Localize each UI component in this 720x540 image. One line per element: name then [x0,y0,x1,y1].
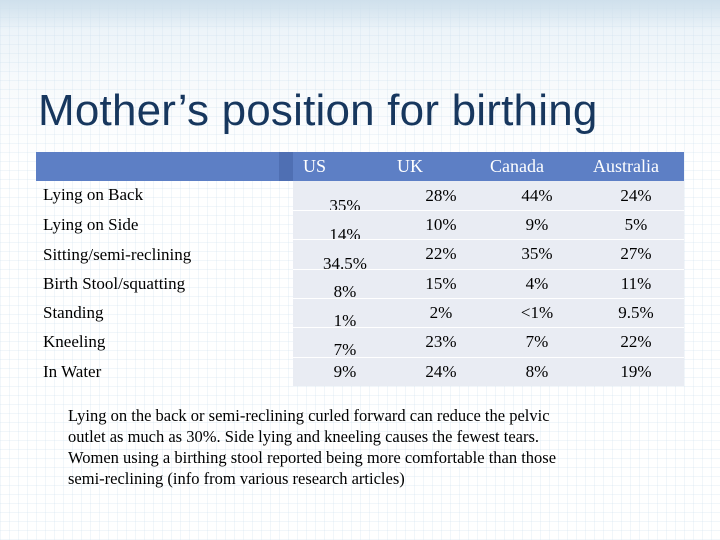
column-header-canada: Canada [490,156,544,176]
table-header-divider [279,152,293,181]
note-line: outlet as much as 30%. Side lying and kn… [68,427,540,446]
row-label: Sitting/semi-reclining [43,245,192,264]
table-cell: 10% [425,215,457,234]
note-line: Lying on the back or semi-reclining curl… [68,406,550,425]
note-line: semi-reclining (info from various resear… [68,469,405,488]
table-cell: <1% [520,303,554,322]
table-cell: 28% [425,186,457,205]
table-cell: 4% [525,274,549,293]
table-cell: 9% [333,362,357,381]
table-data-area [293,181,684,386]
table-cell: 35% [521,244,553,263]
table-cell: 8% [333,282,357,301]
row-label: Standing [43,303,104,322]
table-cell: 22% [425,244,457,263]
table-cell: 34.5% [323,254,367,273]
table-cell: 35% [329,196,361,215]
column-header-australia: Australia [593,156,659,176]
row-label: Lying on Side [43,215,139,234]
column-header-us: US [303,156,327,176]
row-divider [293,357,684,358]
table-cell: 24% [425,362,457,381]
table-cell: 8% [525,362,549,381]
birthing-position-table: US UK Canada Australia Lying on Back 35% 2… [36,152,684,386]
table-cell: 23% [425,332,457,351]
page-title: Mother’s position for birthing [38,86,598,135]
table-cell: 1% [333,311,357,330]
row-divider [293,210,684,211]
note-line: Women using a birthing stool reported be… [68,448,557,467]
research-note: Lying on the back or semi-reclining curl… [68,405,668,489]
row-divider [293,327,684,328]
table-cell: 9.5% [618,303,654,322]
table-cell: 11% [620,274,652,293]
table-header-bar [36,152,684,181]
table-cell: 22% [620,332,652,351]
row-label: Kneeling [43,332,106,351]
table-cell: 19% [620,362,652,381]
table-cell: 5% [624,215,648,234]
table-cell: 27% [620,244,652,263]
table-cell: 7% [333,340,357,359]
slide-top-band [0,0,720,30]
table-cell: 15% [425,274,457,293]
table-cell: 44% [521,186,553,205]
row-label: Birth Stool/squatting [43,274,186,293]
table-cell: 9% [525,215,549,234]
row-divider [293,269,684,270]
table-cell: 14% [329,225,361,244]
row-label: In Water [43,362,102,381]
column-header-uk: UK [397,156,423,176]
table-cell: 24% [620,186,652,205]
row-divider [293,239,684,240]
row-divider [293,298,684,299]
table-cell: 2% [429,303,453,322]
row-label: Lying on Back [43,185,144,204]
table-cell: 7% [525,332,549,351]
